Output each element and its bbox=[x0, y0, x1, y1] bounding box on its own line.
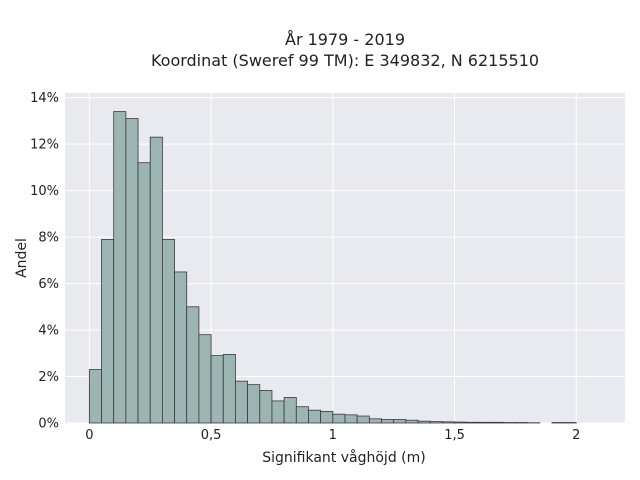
histogram-bar bbox=[454, 421, 468, 424]
histogram-bar bbox=[125, 118, 139, 424]
histogram-bar bbox=[417, 420, 431, 424]
chart-title-line-1: År 1979 - 2019 bbox=[285, 30, 405, 49]
histogram-bar bbox=[113, 111, 127, 424]
histogram-bar bbox=[186, 306, 200, 424]
y-tick-label: 2% bbox=[38, 370, 59, 385]
x-tick-label: 1 bbox=[329, 428, 337, 443]
histogram-bar bbox=[88, 369, 102, 424]
histogram-bar bbox=[210, 355, 224, 424]
y-tick-label: 14% bbox=[30, 91, 59, 106]
y-tick-label: 6% bbox=[38, 277, 59, 292]
histogram-bar bbox=[308, 409, 322, 424]
histogram-bar bbox=[149, 136, 163, 424]
histogram-bar bbox=[466, 421, 480, 424]
y-tick-label: 12% bbox=[30, 138, 59, 153]
histogram-bar bbox=[429, 421, 443, 424]
histogram-bar bbox=[356, 415, 370, 424]
histogram-bar bbox=[283, 397, 297, 424]
histogram-bar bbox=[101, 239, 115, 424]
histogram-bar bbox=[393, 419, 407, 424]
histogram-bar bbox=[235, 380, 249, 424]
histogram-bar bbox=[271, 400, 285, 424]
histogram-bar bbox=[405, 419, 419, 424]
histogram-bar bbox=[368, 418, 382, 424]
x-tick-label: 0 bbox=[85, 428, 93, 443]
tick-labels: 0% 2% 4% 6% 8% 10% 12% 14% 0 0,5 1 1,5 2 bbox=[30, 91, 580, 443]
histogram-bar bbox=[320, 410, 334, 424]
histogram-bar bbox=[490, 421, 504, 424]
histogram-bar bbox=[247, 384, 261, 424]
histogram-bar bbox=[332, 413, 346, 424]
histogram-bar bbox=[295, 406, 309, 424]
y-tick-label: 10% bbox=[30, 184, 59, 199]
histogram-bar bbox=[441, 421, 455, 424]
x-tick-label: 0,5 bbox=[201, 428, 222, 443]
y-axis-label: Andel bbox=[14, 238, 30, 278]
histogram-bar bbox=[137, 162, 151, 424]
histogram-bar bbox=[222, 354, 236, 424]
histogram-bar bbox=[174, 271, 188, 424]
y-tick-label: 0% bbox=[38, 417, 59, 432]
histogram-bar bbox=[198, 334, 212, 424]
histogram-bar bbox=[259, 390, 273, 424]
x-tick-label: 2 bbox=[572, 428, 580, 443]
x-axis-label: Signifikant våghöjd (m) bbox=[262, 449, 425, 466]
x-tick-label: 1,5 bbox=[444, 428, 465, 443]
y-tick-label: 8% bbox=[38, 231, 59, 246]
histogram-bar bbox=[478, 421, 492, 424]
histogram-bar bbox=[161, 239, 175, 424]
chart-title-line-2: Koordinat (Sweref 99 TM): E 349832, N 62… bbox=[151, 51, 539, 70]
histogram-bar bbox=[381, 419, 395, 424]
y-tick-label: 4% bbox=[38, 324, 59, 339]
bars bbox=[88, 111, 577, 424]
histogram-bar bbox=[344, 414, 358, 424]
